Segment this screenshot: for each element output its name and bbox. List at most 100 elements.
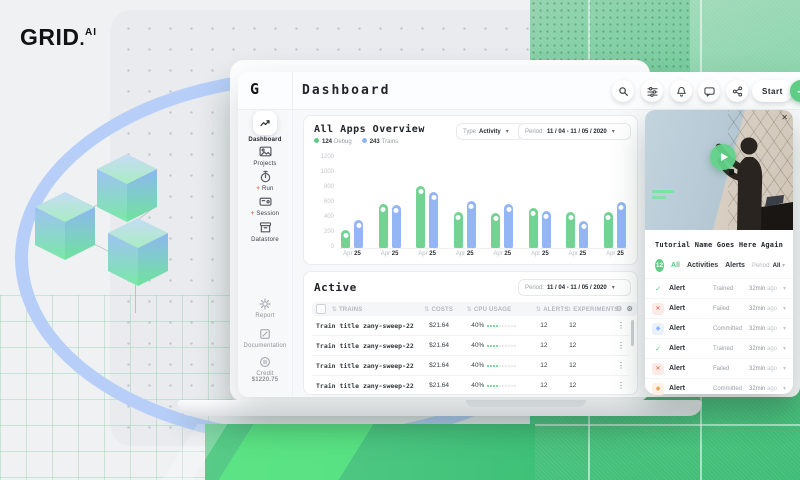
sidebar-item-datastore[interactable]: Datastore [238,220,292,243]
chart-baseline [340,248,627,249]
sidebar-item-run[interactable]: + Run [238,169,292,192]
tutorial-video-thumbnail[interactable]: ✕ [645,110,793,230]
video-caption-overlay [652,190,674,193]
sidebar-credit[interactable]: Credit $1220.75 [238,354,292,383]
bar-debug[interactable] [341,230,350,248]
start-button[interactable]: Start [752,80,793,102]
alert-title: Alert [669,305,685,312]
bar-trains[interactable] [429,192,439,248]
row-menu-icon[interactable]: ⋮ [617,321,625,330]
bar-debug[interactable] [491,213,501,248]
sidebar-item-dashboard[interactable]: Dashboard [238,111,292,143]
messages-button[interactable] [698,80,720,102]
row-menu-icon[interactable]: ⋮ [617,381,625,390]
bar-trains[interactable] [541,211,551,248]
alert-row[interactable]: ✕ Alert Failed 32min ago ▾ [645,358,793,378]
tab-alerts[interactable]: Alerts [725,262,745,269]
sidebar-item-session[interactable]: + Session [238,194,292,217]
bar-marker [580,223,588,230]
column-trains[interactable]: ⇅ TRAINS [331,306,363,313]
experiments-count: 12 [569,382,577,389]
bar-group: Apr 25 [453,158,477,257]
alert-status: Trained [713,345,734,352]
alert-row[interactable]: ✕ Alert Failed 32min ago ▾ [645,298,793,318]
bar-trains[interactable] [354,220,363,248]
play-button[interactable] [710,144,736,170]
chevron-down-icon: ▾ [782,286,786,292]
bar-trains[interactable] [504,204,514,248]
row-menu-icon[interactable]: ⋮ [617,361,625,370]
laptop-base [178,400,702,416]
filter-settings-button[interactable] [641,80,663,102]
chevron-down-icon: ▾ [782,386,786,392]
coin-icon [260,356,270,367]
column-experiments[interactable]: ⇅ EXPERIMENTS [566,306,619,313]
bar-debug[interactable] [528,208,538,248]
table-settings-icon[interactable]: ⚙ [616,306,623,313]
alert-row[interactable]: ◆ Alert Committed 32min ago ▾ [645,318,793,338]
bar-group: Apr 25 [415,158,439,257]
bar-trains[interactable] [466,201,476,248]
tab-all[interactable]: All [671,262,680,269]
column-cpu-usage[interactable]: ⇅ CPU USAGE [466,306,512,313]
bar-chart: Apr 25 Apr 25 Apr 25 Apr 25 Apr 25 Apr 25 Apr … [340,158,627,257]
bar-debug[interactable] [603,212,613,248]
cross-icon: ✕ [652,302,664,315]
x-axis-label: Apr 25 [455,251,474,257]
type-filter-dropdown[interactable]: Type Activity ▾ [456,123,523,140]
bar-debug[interactable] [453,212,463,248]
report-icon [259,298,271,309]
table-row[interactable]: Train title zany-sweep-22 $21.64 40% 12 12 ⋮ [312,376,629,396]
sliders-icon [646,86,658,97]
bar-marker [617,204,625,211]
tab-activities[interactable]: Activities [686,262,719,269]
notifications-button[interactable] [670,80,692,102]
alert-row[interactable]: ◆ Alert Committed 32min ago ▾ [645,378,793,398]
alert-title: Alert [669,365,685,372]
sort-icon: ⇅ [566,306,572,313]
chat-icon [703,86,715,97]
app-logo[interactable]: G [250,80,259,98]
sidebar-item-projects[interactable]: Projects [238,144,292,167]
chevron-down-icon: ▾ [611,285,615,291]
overview-period-dropdown[interactable]: Period: 11 / 04 - 11 / 05 / 2020 ▾ [518,123,631,140]
share-button[interactable] [726,80,748,102]
sidebar-item-report[interactable]: Report [238,296,292,319]
table-row[interactable]: Train title zany-sweep-22 $21.64 40% 12 12 ⋮ [312,356,629,376]
chevron-down-icon: ▾ [782,326,786,332]
bar-debug[interactable] [416,186,426,248]
alert-row[interactable]: ✓ Alert Trained 32min ago ▾ [645,338,793,358]
bar-group: Apr 25 [378,158,402,257]
table-scrollbar[interactable] [631,320,634,346]
alerts-period-dropdown[interactable]: Period: All ▾ [751,263,785,269]
cube-icon [97,154,157,222]
y-axis-tick: 400 [323,214,334,220]
table-row[interactable]: Train title zany-sweep-22 $21.64 40% 12 12 ⋮ [312,316,629,336]
alert-title: Alert [669,345,685,352]
bar-debug[interactable] [566,212,576,248]
alert-list: ✓ Alert Trained 32min ago ▾ ✕ Alert Failed 32min… [645,278,793,398]
alert-title: Alert [669,285,685,292]
overview-card-title: All Apps Overview [314,124,425,135]
bar-trains[interactable] [579,221,589,248]
bar-marker [492,215,500,222]
active-period-dropdown[interactable]: Period: 11 / 04 - 11 / 05 / 2020 ▾ [518,279,631,296]
start-plus-button[interactable]: + [790,80,800,102]
alert-time: 32min ago [749,325,778,332]
share-icon [732,86,742,96]
table-gear-icon[interactable]: ⚙ [626,306,633,313]
search-button[interactable] [612,80,634,102]
sidebar-item-documentation[interactable]: Documentation [238,326,292,349]
column-costs[interactable]: ⇅ COSTS [424,306,454,313]
column-alerts[interactable]: ⇅ ALERTS [536,306,569,313]
brand-logo-dot: . [79,29,86,49]
bar-debug[interactable] [378,204,388,248]
alert-row[interactable]: ✓ Alert Trained 32min ago ▾ [645,278,793,298]
bar-trains[interactable] [616,202,626,248]
alerts-count: 12 [540,362,548,369]
bar-trains[interactable] [391,205,401,248]
select-all-checkbox[interactable] [316,304,326,314]
table-row[interactable]: Train title zany-sweep-22 $21.64 40% 12 12 ⋮ [312,336,629,356]
row-menu-icon[interactable]: ⋮ [617,341,625,350]
close-icon[interactable]: ✕ [781,113,788,122]
